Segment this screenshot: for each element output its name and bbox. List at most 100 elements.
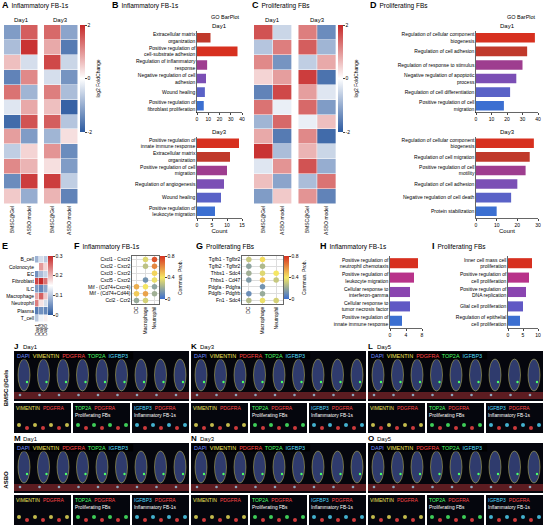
svg-text:Commun. Prob.: Commun. Prob. [177,260,183,295]
svg-text:0.4: 0.4 [292,274,299,280]
svg-text:Regulation of epithelialcell p: Regulation of epithelialcell proliferati… [456,314,507,327]
svg-text:ASBO model: ASBO model [279,206,285,235]
svg-text:Inflammatory FB-1s: Inflammatory FB-1s [134,413,176,418]
svg-text:0.8: 0.8 [168,253,175,259]
svg-text:O: O [368,434,374,443]
svg-text:M: M [14,434,21,443]
svg-text:Macrophage: Macrophage [6,293,34,299]
svg-text:Positive regulation ofleukocyt: Positive regulation ofleukocyte migratio… [342,271,389,284]
svg-text:Day1: Day1 [500,23,515,29]
svg-text:IGFBP3PDGFRA: IGFBP3PDGFRA [311,497,353,503]
svg-text:Inflammatory FB-1s: Inflammatory FB-1s [311,413,353,418]
svg-text:Positive regulation of cellmig: Positive regulation of cellmigration [140,164,196,177]
svg-text:4: 4 [405,332,408,338]
svg-text:TOP2APDGFRA: TOP2APDGFRA [429,497,470,503]
svg-text:J: J [14,342,18,351]
svg-text:Inflammatory FB-1s: Inflammatory FB-1s [488,413,530,418]
svg-text:DAPIVIMENTINPDGFRATOP2AIGFBP3: DAPIVIMENTINPDGFRATOP2AIGFBP3 [17,445,128,451]
svg-text:N: N [191,434,197,443]
svg-text:Wound healing: Wound healing [162,89,195,95]
svg-text:Day3: Day3 [500,129,515,135]
svg-text:Thbs1 - Cd47: Thbs1 - Cd47 [210,277,241,283]
svg-text:Positive regulation offibrobla: Positive regulation offibroblast prolife… [148,99,196,112]
svg-text:DAPIVIMENTINPDGFRATOP2AIGFBP3: DAPIVIMENTINPDGFRATOP2AIGFBP3 [17,353,128,359]
svg-text:5: 5 [522,332,525,338]
svg-text:Negative regulation of apoptot: Negative regulation of apoptoticprocess [404,72,475,85]
svg-text:0.2: 0.2 [56,272,63,278]
svg-text:0: 0 [507,332,510,338]
svg-text:DC: DC [245,306,251,314]
svg-text:Positive regulation of cellmig: Positive regulation of cellmigration [419,99,475,112]
svg-text:Day1: Day1 [212,23,227,29]
svg-text:Regulation of cellular compone: Regulation of cellular componentbiogenes… [402,137,475,150]
svg-text:15: 15 [239,222,245,228]
svg-text:8: 8 [421,332,424,338]
svg-text:0: 0 [389,332,392,338]
svg-text:Macrophage: Macrophage [142,306,148,334]
svg-text:DAPIVIMENTINPDGFRATOP2AIGFBP3: DAPIVIMENTINPDGFRATOP2AIGFBP3 [371,445,482,451]
svg-text:Wound healing: Wound healing [162,194,195,200]
svg-text:BMSC@Gel: BMSC@Gel [9,206,15,233]
svg-text:Day5: Day5 [42,324,48,336]
svg-text:Fibroblast: Fibroblast [12,278,35,284]
svg-text:Positive regulation ofneutroph: Positive regulation ofneutrophil chemota… [340,257,389,270]
svg-text:Proliferating FBs: Proliferating FBs [75,413,111,418]
svg-text:0: 0 [346,75,349,81]
svg-text:20: 20 [504,116,510,122]
svg-text:Day1: Day1 [23,344,38,350]
svg-text:0.1: 0.1 [56,292,63,298]
svg-text:Negative regulation of celladh: Negative regulation of celladhesion [138,72,196,85]
svg-text:Day3: Day3 [200,436,215,442]
svg-text:Day5: Day5 [377,436,392,442]
svg-text:0: 0 [56,312,59,318]
svg-text:K: K [191,342,197,351]
svg-text:Inflammatory FB-1s: Inflammatory FB-1s [134,505,176,510]
svg-text:Inflammatory FB-1s: Inflammatory FB-1s [488,505,530,510]
svg-text:Proliferating FBs: Proliferating FBs [252,505,288,510]
svg-text:T_cell: T_cell [21,315,34,321]
svg-text:Positive regulation ofDNA repl: Positive regulation ofDNA replication [460,286,507,299]
svg-text:DC: DC [133,306,139,314]
svg-text:Day5: Day5 [377,344,392,350]
svg-text:DAPIVIMENTINPDGFRATOP2AIGFBP3: DAPIVIMENTINPDGFRATOP2AIGFBP3 [194,445,305,451]
svg-text:BMSC@Gel: BMSC@Gel [260,206,266,233]
svg-text:Fn1 - Sdc4: Fn1 - Sdc4 [216,297,241,303]
svg-text:Cxcl1 - Cxcr2: Cxcl1 - Cxcr2 [100,256,130,262]
svg-text:TOP2APDGFRA: TOP2APDGFRA [75,497,116,503]
svg-text:Regulation of response to stim: Regulation of response to stimulus [398,62,475,68]
svg-text:Proliferating FBs: Proliferating FBs [429,505,465,510]
svg-text:0.4: 0.4 [168,274,175,280]
svg-text:Positive regulation ofleukocyt: Positive regulation ofleukocyte migratio… [149,205,196,218]
svg-text:DAPIVIMENTINPDGFRATOP2AIGFBP3: DAPIVIMENTINPDGFRATOP2AIGFBP3 [371,353,482,359]
svg-text:0: 0 [196,222,199,228]
svg-text:Protein stabilization: Protein stabilization [431,208,475,214]
svg-text:GO BarPlot: GO BarPlot [507,14,536,20]
svg-text:2: 2 [88,22,91,28]
svg-text:Day3: Day3 [200,344,215,350]
svg-text:10: 10 [535,332,541,338]
svg-text:Positive regulation ofcell pro: Positive regulation ofcell proliferation [460,271,507,284]
svg-text:IGFBP3PDGFRA: IGFBP3PDGFRA [134,405,176,411]
svg-text:Proliferating FBs: Proliferating FBs [429,413,465,418]
svg-text:Cxcl5 - Cxcr2: Cxcl5 - Cxcr2 [100,277,130,283]
svg-text:BMSC@Gel: BMSC@Gel [304,206,310,233]
svg-text:BMSC@Gels: BMSC@Gels [3,369,9,406]
svg-text:Count: Count [499,228,515,234]
svg-text:0: 0 [292,296,295,302]
svg-text:Neutrophil: Neutrophil [273,307,279,330]
svg-text:40: 40 [535,116,541,122]
svg-text:Mif - (Cd74+Cxcr4): Mif - (Cd74+Cxcr4) [88,284,131,290]
svg-text:TOP2APDGFRA: TOP2APDGFRA [252,405,293,411]
svg-text:-2: -2 [346,129,351,135]
svg-text:5: 5 [211,222,214,228]
svg-text:10: 10 [494,222,500,228]
svg-text:Day3: Day3 [212,129,227,135]
svg-text:TOP2APDGFRA: TOP2APDGFRA [75,405,116,411]
svg-text:Proliferating FBs: Proliferating FBs [252,413,288,418]
svg-text:Cellular response totumor necr: Cellular response totumor necrosis facto… [342,300,389,313]
svg-text:Positive regulation ofinnate i: Positive regulation ofinnate immune resp… [141,137,196,150]
svg-text:0: 0 [475,222,478,228]
svg-text:0: 0 [168,296,171,302]
svg-text:Cxcl2 - Cxcr2: Cxcl2 - Cxcr2 [100,263,130,269]
svg-text:Day1: Day1 [23,436,38,442]
